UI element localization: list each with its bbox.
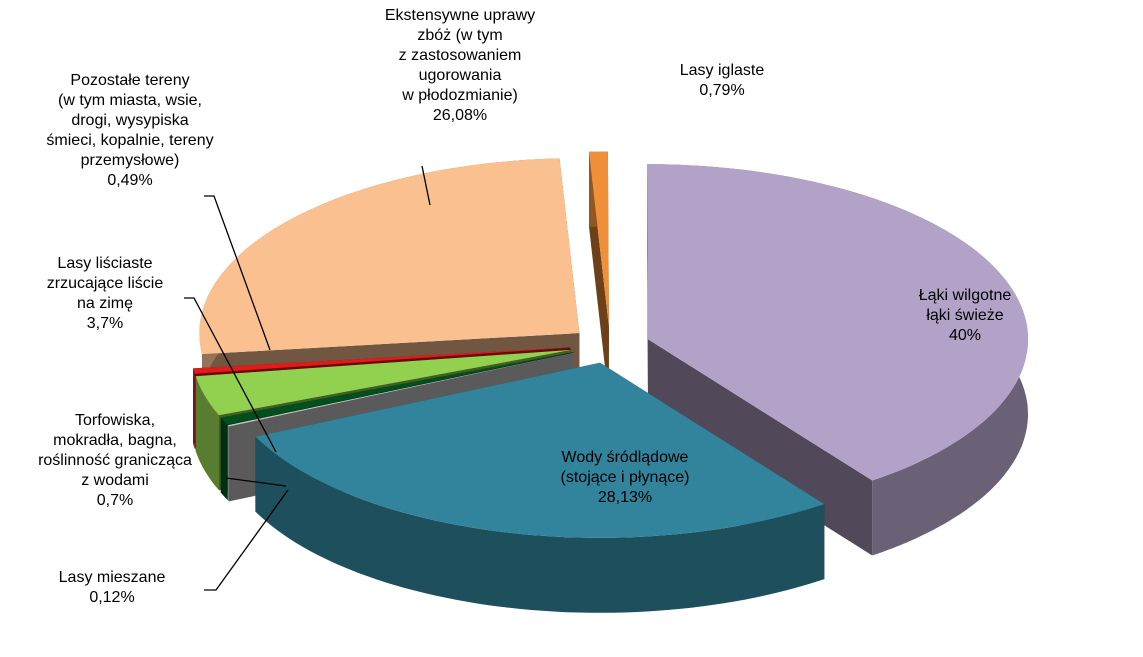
leader-line [421,165,431,206]
slice-label: łąki świeże [926,307,1003,324]
slice [195,349,572,416]
leader-line [204,195,271,351]
leader-lines [184,165,431,591]
slice-side [227,425,229,502]
leader-line [204,489,289,591]
leader-line [184,297,277,453]
value-label: 40% [949,327,981,344]
labels: Lasy iglaste 0,79% Łąki wilgotne łąki śwież… [38,7,1011,606]
slice-label: Lasy mieszane [59,569,166,586]
slice [589,151,609,327]
slice-side [195,376,219,491]
slice-label: z zastosowaniem [399,47,522,64]
value-label: 0,49% [107,172,152,189]
slice-side [255,436,825,613]
slice [647,164,1028,481]
slice-label: w płodozmianie) [401,87,518,104]
slice-label: na zimę [77,295,133,312]
slice-label: Pozostałe tereny [70,72,189,89]
slice-label: Łąki wilgotne [919,287,1012,304]
value-label: 28,13% [598,489,652,506]
value-label: 0,12% [89,589,134,606]
slice-label: roślinność granicząca [38,452,192,469]
value-label: 26,08% [433,107,487,124]
value-label: 0,7% [97,492,133,509]
slice-side [220,417,228,500]
slice-label: zrzucające liście [47,275,164,292]
slice [255,362,825,538]
slice-side [193,368,195,449]
slice-label: (stojące i płynące) [561,469,690,486]
slice [220,352,574,425]
slice-label: Ekstensywne uprawy [385,7,535,24]
slice-label: śmieci, kopalnie, tereny [46,132,213,149]
slice-label: zbóż (w tym [417,27,502,44]
pie [193,151,1028,613]
slice-label: Wody śródlądowe [562,449,689,466]
slice [193,347,571,374]
leader-line [225,477,287,487]
slice-label: mokradła, bagna, [53,432,177,449]
value-label: 0,79% [699,82,744,99]
slice-label: ugorowania [419,67,502,84]
slice-label: Lasy liściaste [57,255,152,272]
slice-label: drogi, wysypiska [71,112,188,129]
slice-label: (w tym miasta, wsie, [58,92,202,109]
slice-label: z wodami [81,472,149,489]
slice [199,158,580,355]
slice-label: Lasy iglaste [680,62,765,79]
slice-label: przemysłowe) [81,152,180,169]
slice-label: Torfowiska, [75,412,155,429]
slice [227,352,574,427]
value-label: 3,7% [87,315,123,332]
